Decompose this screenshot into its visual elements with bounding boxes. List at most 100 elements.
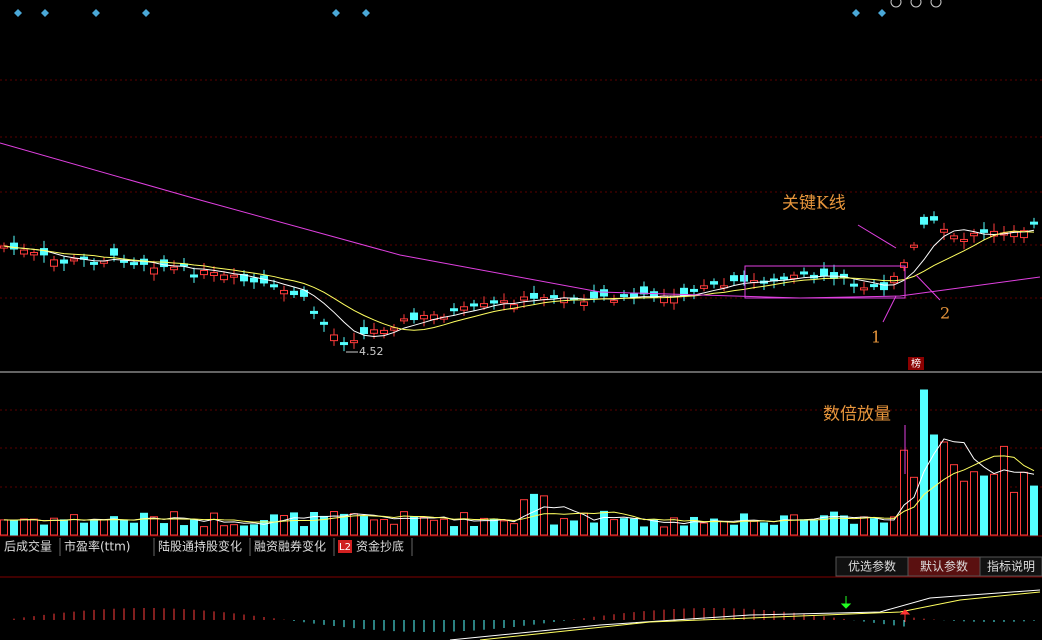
candle-body xyxy=(60,259,68,264)
volume-bar xyxy=(710,518,718,536)
candle-body xyxy=(960,238,968,242)
button-label[interactable]: 优选参数 xyxy=(848,559,896,574)
volume-bar xyxy=(510,523,518,536)
candle-body xyxy=(420,314,428,320)
volume-bar xyxy=(420,516,428,536)
candle-body xyxy=(170,266,178,271)
volume-bar xyxy=(20,518,28,536)
candle-body xyxy=(910,244,918,248)
volume-bar xyxy=(660,526,668,536)
volume-bar xyxy=(690,516,698,536)
volume-bar xyxy=(820,515,828,536)
annotations: 关键K线 数倍放量 1 2 4.52 榜 xyxy=(346,194,950,474)
volume-bar xyxy=(850,523,858,536)
volume-bar xyxy=(860,516,868,536)
tab[interactable]: 资金抄底 xyxy=(356,539,404,554)
volume-bar xyxy=(100,519,108,536)
candle-body xyxy=(730,275,738,282)
volume-bar xyxy=(70,514,78,536)
arrow xyxy=(882,295,897,323)
volume-bar xyxy=(400,511,408,536)
candle-body xyxy=(740,275,748,282)
candle-body xyxy=(590,291,598,299)
button-label[interactable]: 指标说明 xyxy=(987,559,1035,574)
marker xyxy=(878,9,886,17)
volume-bar xyxy=(670,517,678,536)
volume-bar xyxy=(650,519,658,536)
candle-body xyxy=(640,286,648,295)
dea xyxy=(479,591,1041,640)
volume-bar xyxy=(540,495,548,536)
volume-bar xyxy=(940,441,948,536)
volume-bar xyxy=(560,518,568,536)
volume-bar xyxy=(980,475,988,536)
volume-bar xyxy=(460,512,468,536)
volume-bar xyxy=(440,518,448,536)
candle-body xyxy=(720,285,728,289)
tab[interactable]: 后成交量 xyxy=(4,539,52,554)
volume-bar xyxy=(120,519,128,536)
volume-bar xyxy=(1010,491,1018,536)
volume-bar xyxy=(600,510,608,536)
candle-body xyxy=(710,281,718,285)
candle-body xyxy=(510,304,518,310)
tab[interactable]: L2 xyxy=(339,542,351,553)
volume-bar xyxy=(210,512,218,536)
event-markers xyxy=(14,0,942,17)
volume-bar xyxy=(220,525,228,536)
marker xyxy=(14,9,22,17)
volume-bar xyxy=(910,476,918,536)
volume-bar xyxy=(720,520,728,536)
volume-bar xyxy=(270,514,278,536)
tab[interactable]: 融资融券变化 xyxy=(254,539,326,554)
volume-bar xyxy=(480,517,488,536)
volume-bar xyxy=(760,522,768,536)
candle-body xyxy=(620,294,628,298)
volume-bar xyxy=(890,516,898,536)
candle-body xyxy=(900,262,908,268)
volume-bar xyxy=(970,471,978,536)
arrow xyxy=(915,274,941,301)
candle-body xyxy=(350,340,358,344)
button[interactable] xyxy=(979,556,1042,577)
candle-body xyxy=(410,312,418,321)
volume-bar xyxy=(90,520,98,536)
candle-body xyxy=(860,287,868,291)
volume-bar xyxy=(620,518,628,536)
volume-bar xyxy=(840,515,848,536)
candle-body xyxy=(600,289,608,297)
volume-bar xyxy=(750,520,758,536)
volume-bar xyxy=(730,524,738,536)
tab[interactable]: 市盈率(ttm) xyxy=(64,539,130,554)
volume-bar xyxy=(640,526,648,536)
volume-bar xyxy=(330,511,338,536)
param-buttons: 优选参数 默认参数 指标说明 xyxy=(835,556,1042,577)
marker xyxy=(362,9,370,17)
volume-bar xyxy=(880,522,888,536)
candle-body xyxy=(500,300,508,304)
candle-body xyxy=(940,228,948,233)
candle-body xyxy=(190,274,198,278)
candle-body xyxy=(160,259,168,268)
candle-body xyxy=(580,301,588,306)
candle-body xyxy=(90,261,98,265)
volume-bar xyxy=(470,525,478,536)
candle-body xyxy=(490,300,498,304)
volume-bar xyxy=(350,513,358,536)
candle-body xyxy=(820,268,828,277)
candle-body xyxy=(880,282,888,291)
volume-bar xyxy=(1020,471,1028,536)
volume-bar xyxy=(160,523,168,536)
volume-bar xyxy=(1030,485,1038,536)
candle-body xyxy=(370,329,378,334)
volume-bar xyxy=(140,512,148,536)
volume-bar xyxy=(550,524,558,536)
candle-body xyxy=(850,283,858,287)
candle-body xyxy=(930,216,938,221)
candle-body xyxy=(990,230,998,237)
volume-bar xyxy=(260,520,268,536)
volume-bar xyxy=(410,515,418,536)
candle-body xyxy=(870,284,878,288)
tab[interactable]: 陆股通持股变化 xyxy=(158,539,242,554)
button-label[interactable]: 默认参数 xyxy=(920,559,968,574)
